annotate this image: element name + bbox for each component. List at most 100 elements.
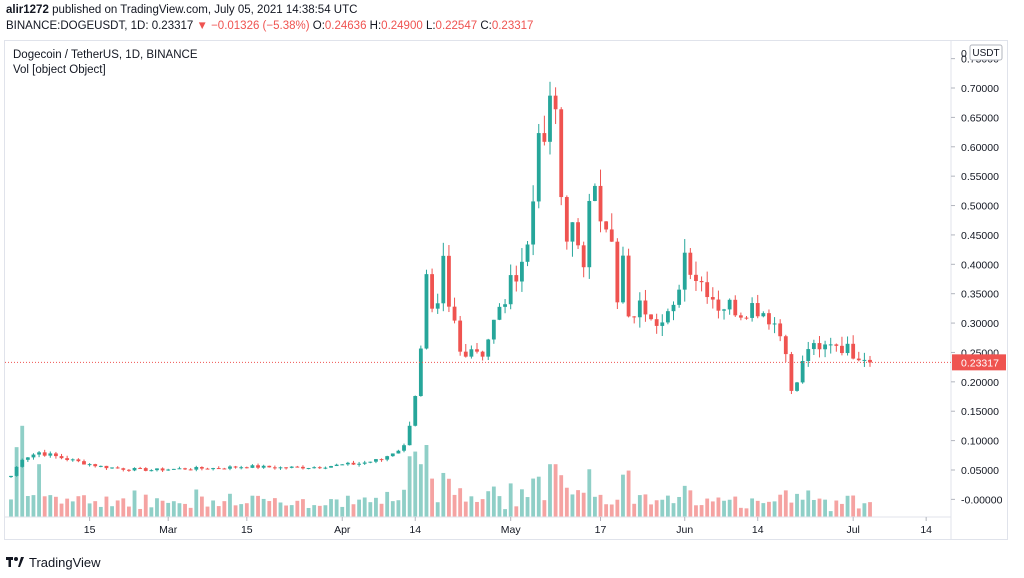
- candle-body: [654, 319, 659, 326]
- volume-bar: [424, 445, 429, 517]
- publish-info: published on TradingView.com, July 05, 2…: [52, 4, 358, 16]
- volume-bar: [621, 474, 625, 517]
- ohlc-line: BINANCE:DOGEUSDT, 1D: 0.23317 ▼ −0.01326…: [6, 20, 534, 32]
- candle-body: [390, 453, 395, 457]
- low-label: L:: [425, 20, 436, 32]
- volume-bar: [789, 502, 794, 517]
- volume-bar: [615, 499, 620, 517]
- candle-body: [840, 345, 844, 354]
- candle-body: [368, 461, 373, 463]
- x-tick-label: 14: [409, 524, 421, 536]
- candle-body: [548, 95, 552, 142]
- candle-body: [171, 468, 176, 470]
- volume-bar: [48, 495, 53, 517]
- candle-body: [851, 343, 856, 359]
- volume-bar: [126, 506, 131, 517]
- candle-body: [480, 351, 485, 357]
- candle-body: [564, 197, 569, 242]
- volume-bar: [694, 505, 698, 517]
- volume-bar: [177, 503, 182, 517]
- candle-body: [323, 467, 328, 469]
- chart-frame[interactable]: Dogecoin / TetherUS, 1D, BINANCE Vol [ob…: [4, 40, 1008, 540]
- candle-body: [188, 469, 193, 471]
- tradingview-logo-icon[interactable]: [6, 555, 24, 569]
- candle-body: [104, 465, 109, 469]
- candle-body: [576, 222, 580, 246]
- candle-body: [239, 467, 244, 469]
- y-tick-label: 0.15000: [961, 406, 999, 418]
- candle-body: [149, 470, 154, 472]
- volume-bar: [228, 493, 232, 517]
- candle-body: [155, 468, 159, 471]
- time-axis[interactable]: 15 Mar 15 Apr 14 May 17 Jun 14 Jul 14: [84, 517, 932, 536]
- volume-bar: [508, 483, 513, 517]
- volume-bar: [525, 497, 530, 517]
- volume-bar: [368, 502, 373, 517]
- candle-body: [244, 467, 249, 469]
- author-name[interactable]: alir1272: [6, 4, 49, 16]
- candle-body: [458, 320, 463, 352]
- volume-bar: [458, 488, 463, 517]
- volume-bar: [840, 503, 844, 517]
- volume-bar: [727, 499, 732, 517]
- volume-bar: [194, 489, 199, 517]
- volume-bar: [587, 469, 592, 517]
- candle-body: [772, 323, 777, 325]
- candle-body: [800, 360, 805, 383]
- volume-bar: [143, 494, 148, 517]
- candle-body: [806, 349, 811, 361]
- volume-bar: [677, 496, 682, 517]
- candle-body: [87, 464, 92, 466]
- volume-bar: [390, 501, 395, 517]
- volume-bar: [452, 494, 457, 517]
- volume-bar: [767, 501, 771, 517]
- volume-bar: [93, 501, 98, 517]
- volume-bar: [239, 504, 244, 517]
- volume-bar: [643, 494, 648, 517]
- candle-body: [716, 299, 721, 311]
- volume-bar: [604, 504, 609, 517]
- candle-body: [497, 306, 502, 320]
- candle-body: [542, 133, 547, 142]
- volume-bar: [851, 495, 856, 517]
- volume-bar: [868, 502, 872, 517]
- volume-bar: [486, 491, 491, 517]
- y-tick-label: 0.60000: [961, 142, 999, 154]
- volume-bar: [480, 499, 485, 517]
- candle-body: [705, 282, 710, 298]
- price-chart[interactable]: Dogecoin / TetherUS, 1D, BINANCE Vol [ob…: [5, 41, 1007, 539]
- candle-body: [312, 467, 317, 469]
- brand-name[interactable]: TradingView: [29, 554, 101, 570]
- price-axis[interactable]: 0.750000.700000.650000.600000.550000.500…: [951, 48, 1003, 506]
- candle-body: [351, 462, 356, 465]
- candle-body: [334, 464, 339, 467]
- volume-bar: [261, 498, 266, 517]
- candle-body: [379, 459, 384, 461]
- volume-bar: [199, 496, 204, 517]
- volume-bar: [121, 498, 126, 517]
- volume-bar: [362, 497, 367, 517]
- x-tick-label: Apr: [334, 524, 351, 536]
- volume-label: Vol [object Object]: [13, 64, 106, 76]
- volume-bar: [205, 506, 210, 517]
- volume-bar: [65, 498, 70, 517]
- volume-bar: [755, 500, 760, 517]
- y-tick-label: 0.20000: [961, 377, 999, 389]
- candle-body: [508, 275, 513, 305]
- volume-bar: [98, 506, 103, 517]
- volume-bar: [115, 500, 120, 517]
- volume-bar: [312, 505, 317, 517]
- candle-body: [570, 222, 575, 242]
- volume-bar: [374, 497, 378, 517]
- volume-bar: [289, 505, 294, 517]
- candle-body: [228, 466, 232, 469]
- volume-bar: [329, 499, 333, 517]
- volume-bar: [705, 498, 710, 517]
- volume-bar: [385, 491, 390, 517]
- volume-bar: [306, 507, 311, 517]
- volume-bar: [171, 501, 176, 517]
- volume-bar: [183, 503, 187, 517]
- currency-button[interactable]: USDT: [969, 44, 1003, 61]
- volume-bar: [267, 501, 272, 517]
- candle-body: [418, 348, 423, 397]
